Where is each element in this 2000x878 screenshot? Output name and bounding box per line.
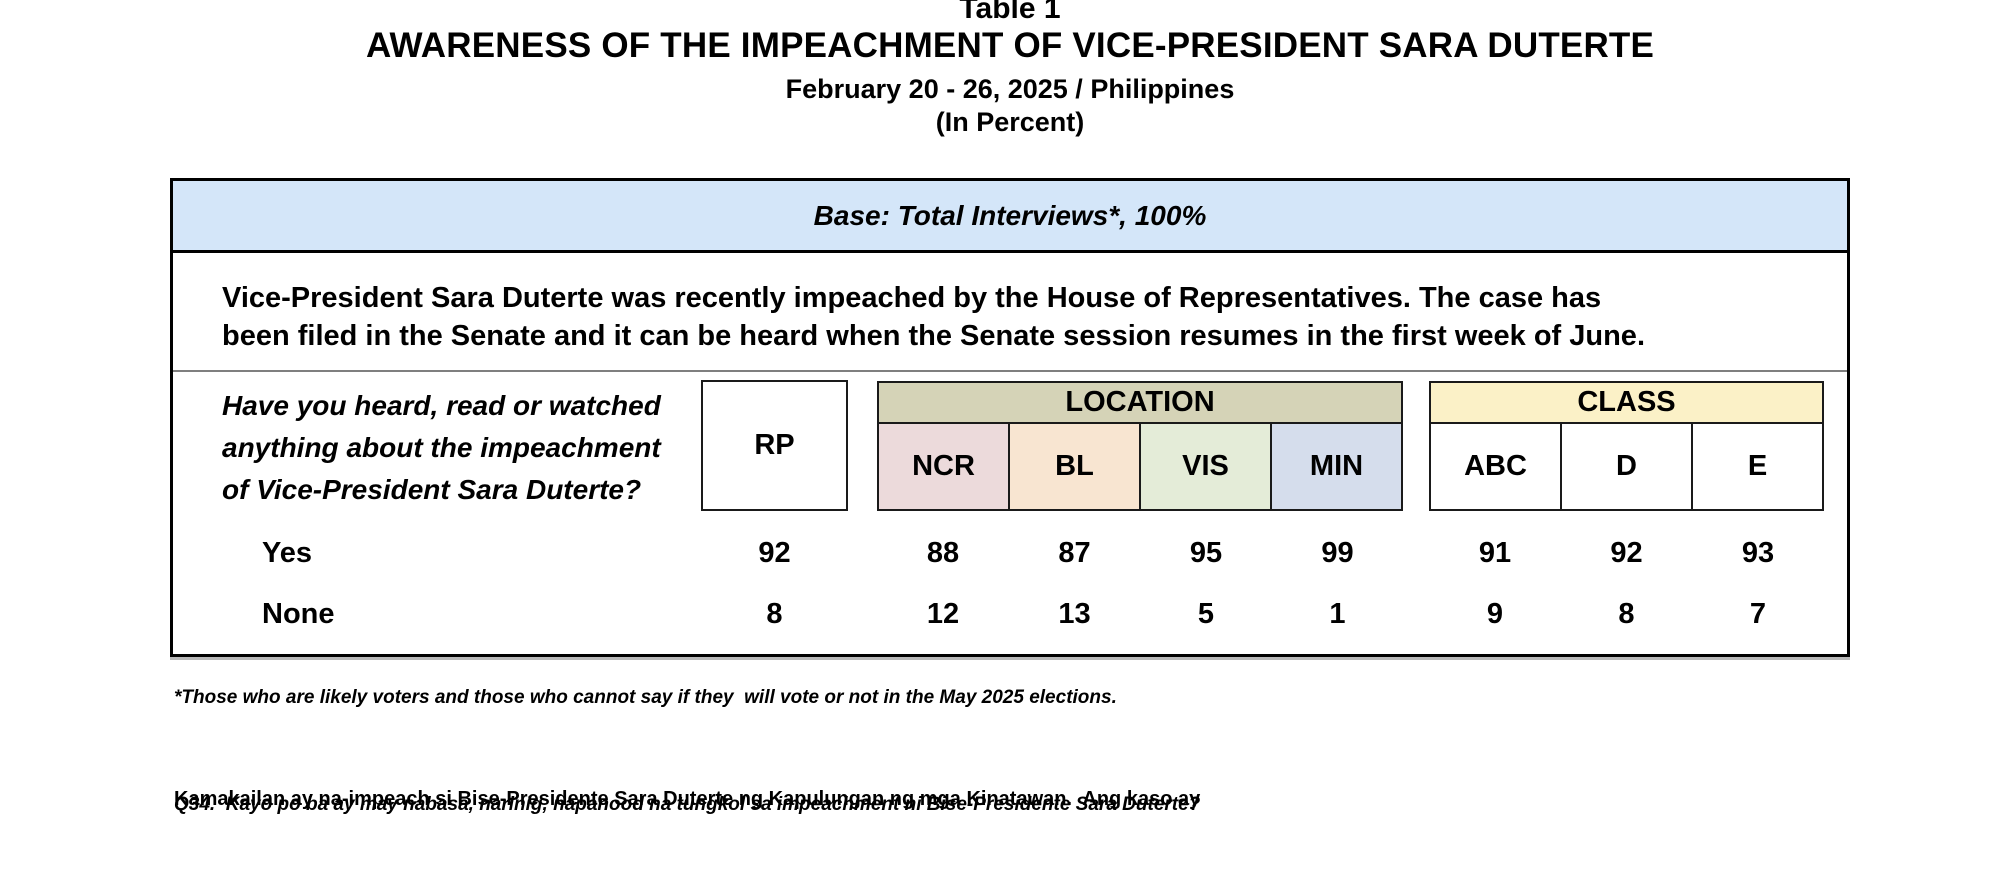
question-line-1: Have you heard, read or watched xyxy=(222,390,661,421)
table-number-label: Table 1 xyxy=(959,0,1061,25)
table-row-yes: Yes 92 88 87 95 99 91 92 93 xyxy=(173,533,1847,573)
column-header-abc: ABC xyxy=(1431,424,1562,509)
survey-date-location: February 20 - 26, 2025 / Philippines xyxy=(785,74,1235,104)
class-subheaders: ABC D E xyxy=(1431,424,1822,509)
cell-none-abc: 9 xyxy=(1486,598,1504,630)
cell-none-vis: 5 xyxy=(1197,598,1215,630)
cell-none-bl: 13 xyxy=(1058,598,1091,630)
column-header-rp: RP xyxy=(701,380,848,511)
cell-yes-bl: 87 xyxy=(1058,537,1091,569)
location-group-header: LOCATION xyxy=(879,383,1401,424)
page-title: AWARENESS OF THE IMPEACHMENT OF VICE-PRE… xyxy=(365,26,1655,65)
question-line-2: anything about the impeachment xyxy=(222,432,661,463)
cell-yes-vis: 95 xyxy=(1189,537,1223,569)
question-line-3: of Vice-President Sara Duterte? xyxy=(222,474,642,505)
table-row-none: None 8 12 13 5 1 9 8 7 xyxy=(173,594,1847,634)
column-header-ncr: NCR xyxy=(879,424,1010,509)
row-label-none: None xyxy=(262,598,335,630)
cell-none-e: 7 xyxy=(1749,598,1767,630)
column-header-vis: VIS xyxy=(1141,424,1272,509)
footnote-likely-voters: *Those who are likely voters and those w… xyxy=(174,687,1117,708)
cell-none-d: 8 xyxy=(1618,598,1635,630)
survey-question: Have you heard, read or watched anything… xyxy=(222,385,661,511)
base-row: Base: Total Interviews*, 100% xyxy=(173,181,1847,253)
question-section: Have you heard, read or watched anything… xyxy=(173,372,1847,654)
intro-line-2: been filed in the Senate and it can be h… xyxy=(222,320,1645,352)
column-header-e: E xyxy=(1747,450,1768,482)
cell-yes-d: 92 xyxy=(1610,537,1643,569)
results-table: Base: Total Interviews*, 100% Vice-Presi… xyxy=(170,178,1850,657)
cell-yes-rp: 92 xyxy=(758,537,791,569)
row-label-yes: Yes xyxy=(262,537,312,569)
intro-paragraph: Vice-President Sara Duterte was recently… xyxy=(173,253,1847,372)
cell-yes-ncr: 88 xyxy=(926,537,960,569)
cell-none-min: 1 xyxy=(1329,598,1346,630)
cell-yes-min: 99 xyxy=(1321,537,1354,569)
footnote-tagalog: Kamakailan ay na-impeach si Bise-Preside… xyxy=(174,722,1269,878)
cell-none-ncr: 12 xyxy=(926,598,960,630)
cell-yes-abc: 91 xyxy=(1478,537,1512,569)
location-group: LOCATION NCR BL VIS MIN xyxy=(877,381,1403,511)
column-header-min: MIN xyxy=(1272,424,1401,509)
footnote-question-ref: Q34. Kayo po ba ay may nabasa, narinig, … xyxy=(174,794,1201,815)
column-header-bl: BL xyxy=(1010,424,1141,509)
footnote-tagalog-line-1: Kamakailan ay na-impeach si Bise-Preside… xyxy=(174,788,1201,810)
intro-line-1: Vice-President Sara Duterte was recently… xyxy=(222,282,1602,314)
location-subheaders: NCR BL VIS MIN xyxy=(879,424,1401,509)
cell-none-rp: 8 xyxy=(766,598,783,630)
class-group: CLASS ABC D E xyxy=(1429,381,1824,511)
unit-note: (In Percent) xyxy=(935,107,1085,137)
cell-yes-e: 93 xyxy=(1741,537,1775,569)
column-header-d: D xyxy=(1562,424,1693,509)
class-group-header: CLASS xyxy=(1431,383,1822,424)
